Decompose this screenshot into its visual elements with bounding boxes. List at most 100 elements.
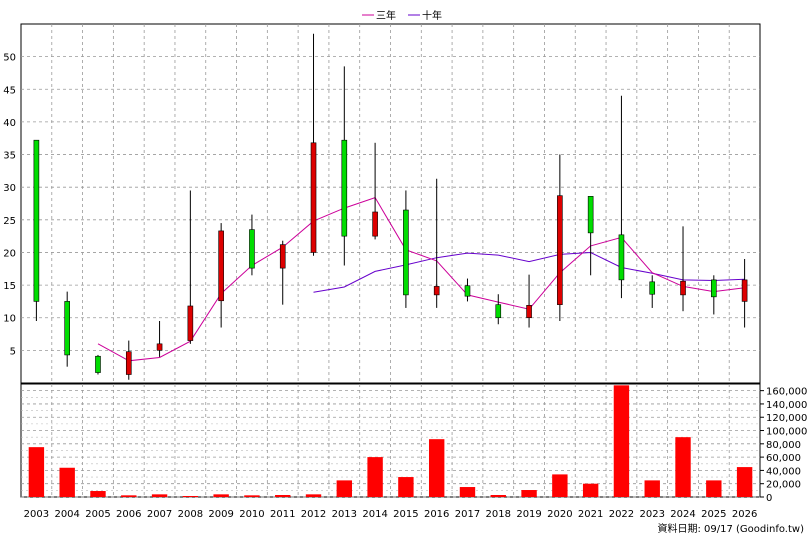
x-tick-label: 2015 bbox=[393, 509, 418, 520]
candle-body bbox=[187, 305, 194, 341]
x-tick-label: 2024 bbox=[670, 509, 695, 520]
volume-bar-2015 bbox=[398, 477, 414, 497]
x-tick-label: 2009 bbox=[208, 509, 233, 520]
x-tick-label: 2010 bbox=[239, 509, 264, 520]
candle-2016 bbox=[433, 178, 440, 308]
x-tick-label: 2004 bbox=[54, 509, 79, 520]
volume-bar-2012 bbox=[305, 494, 322, 497]
price-tick-label: 5 bbox=[10, 346, 16, 357]
volume-bar-2018 bbox=[490, 495, 506, 497]
candle-2010 bbox=[249, 214, 255, 276]
price-tick-label: 35 bbox=[3, 151, 16, 162]
volume-bar-2024 bbox=[675, 437, 691, 497]
candle-body bbox=[741, 279, 748, 302]
legend-label-ma10: 十年 bbox=[422, 9, 442, 22]
volume-bar-2021 bbox=[582, 483, 599, 497]
data-date-footer: 資料日期: 09/17 (Goodinfo.tw) bbox=[657, 522, 804, 535]
x-tick-label: 2022 bbox=[609, 509, 634, 520]
candle-body bbox=[433, 286, 440, 296]
legend: 三年 十年 bbox=[362, 9, 442, 22]
volume-tick-label: 60,000 bbox=[766, 453, 801, 464]
x-tick-label: 2012 bbox=[301, 509, 326, 520]
price-tick-label: 30 bbox=[3, 183, 16, 194]
x-tick-label: 2017 bbox=[455, 509, 480, 520]
ma-10yr-line bbox=[313, 251, 745, 293]
candle-body bbox=[557, 195, 563, 305]
volume-bar-2005 bbox=[90, 491, 106, 497]
candle-2026 bbox=[741, 258, 748, 328]
candle-body bbox=[156, 343, 163, 351]
x-axis: 2003 2004 2005 2006 2007 2008 2009 2010 2011 2012… bbox=[24, 509, 758, 520]
volume-bar-2016 bbox=[428, 439, 445, 497]
candle-body bbox=[464, 285, 471, 297]
volume-bar-2014 bbox=[367, 457, 383, 497]
candle-body bbox=[279, 244, 286, 269]
candle-2005 bbox=[95, 354, 101, 375]
volume-bar-2022 bbox=[613, 385, 630, 497]
moving-average-lines bbox=[97, 196, 745, 362]
candle-body bbox=[403, 209, 409, 296]
candle-2008 bbox=[187, 190, 194, 344]
x-tick-label: 2014 bbox=[362, 509, 387, 520]
x-tick-label: 2006 bbox=[116, 509, 141, 520]
volume-bar-2020 bbox=[552, 474, 568, 497]
candle-2009 bbox=[218, 223, 224, 328]
volume-bar-2003 bbox=[28, 447, 45, 497]
candle-body bbox=[310, 142, 317, 253]
volume-bar-2009 bbox=[213, 494, 229, 497]
volume-bar-2026 bbox=[736, 467, 753, 497]
candle-body bbox=[341, 139, 348, 237]
price-tick-label: 40 bbox=[3, 118, 16, 129]
x-tick-label: 2019 bbox=[516, 509, 541, 520]
x-tick-label: 2016 bbox=[424, 509, 449, 520]
candle-body bbox=[495, 304, 502, 319]
candle-body bbox=[64, 301, 70, 356]
volume-tick-label: 80,000 bbox=[766, 440, 801, 451]
volume-tick-label: 40,000 bbox=[766, 466, 801, 477]
volume-bar-2013 bbox=[336, 480, 353, 497]
price-tick-label: 45 bbox=[3, 85, 16, 96]
candles bbox=[33, 33, 748, 380]
price-axis: 5 10 15 20 25 30 35 40 45 50 bbox=[3, 53, 16, 358]
candle-2018 bbox=[495, 294, 502, 325]
x-tick-label: 2021 bbox=[578, 509, 603, 520]
candle-2017 bbox=[464, 278, 471, 302]
candle-body bbox=[711, 279, 717, 298]
candle-2020 bbox=[557, 154, 563, 321]
x-tick-label: 2023 bbox=[640, 509, 665, 520]
candle-body bbox=[680, 280, 686, 296]
candle-body bbox=[372, 211, 378, 237]
candle-2011 bbox=[279, 240, 286, 305]
candle-body bbox=[95, 355, 101, 373]
price-tick-label: 50 bbox=[3, 53, 16, 64]
volume-bar-2025 bbox=[706, 480, 722, 497]
candle-body bbox=[125, 351, 132, 375]
candle-body bbox=[587, 196, 594, 234]
volume-axis: 0 20,000 40,000 60,000 80,000 100,000 120,000 1… bbox=[760, 387, 807, 504]
volume-bar-2008 bbox=[182, 496, 199, 497]
x-tick-label: 2013 bbox=[332, 509, 357, 520]
volume-bar-2023 bbox=[644, 480, 660, 497]
price-frame bbox=[20, 23, 761, 384]
x-tick-label: 2026 bbox=[732, 509, 757, 520]
candle-2021 bbox=[587, 196, 594, 276]
price-tick-label: 10 bbox=[3, 314, 16, 325]
candle-2022 bbox=[618, 95, 625, 299]
volume-bar-2017 bbox=[459, 487, 476, 497]
volume-bar-2019 bbox=[521, 490, 537, 497]
candle-body bbox=[618, 234, 625, 281]
candle-2015 bbox=[403, 190, 409, 308]
candle-body bbox=[33, 139, 40, 302]
volume-grid bbox=[20, 383, 761, 498]
candle-2014 bbox=[372, 142, 378, 240]
candle-body bbox=[526, 305, 532, 319]
candle-2023 bbox=[649, 275, 656, 308]
x-tick-label: 2025 bbox=[701, 509, 726, 520]
x-tick-label: 2008 bbox=[178, 509, 203, 520]
volume-tick-label: 0 bbox=[766, 493, 772, 504]
volume-tick-label: 160,000 bbox=[766, 387, 807, 398]
volume-tick-label: 20,000 bbox=[766, 480, 801, 491]
candle-2004 bbox=[64, 291, 70, 367]
